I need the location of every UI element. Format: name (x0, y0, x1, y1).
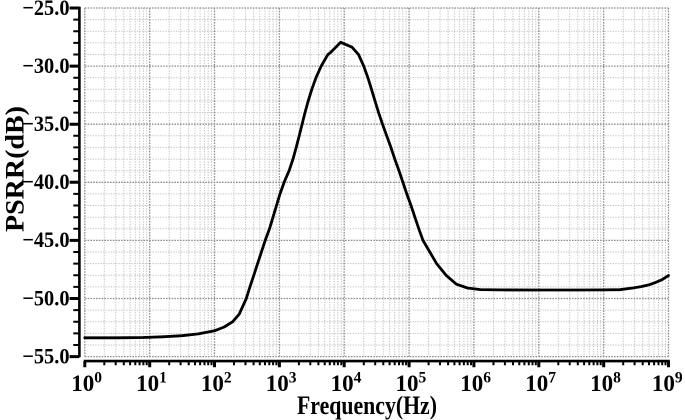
svg-text:106: 106 (460, 370, 491, 396)
svg-text:103: 103 (266, 370, 297, 396)
svg-text:−50.0: −50.0 (22, 285, 69, 310)
svg-text:−35.0: −35.0 (22, 111, 69, 136)
svg-text:Frequency(Hz): Frequency(Hz) (297, 391, 437, 420)
svg-text:101: 101 (136, 370, 167, 396)
svg-text:109: 109 (652, 370, 683, 396)
svg-text:102: 102 (201, 370, 232, 396)
svg-text:−40.0: −40.0 (22, 169, 69, 194)
svg-text:−30.0: −30.0 (22, 53, 69, 78)
svg-text:105: 105 (396, 370, 427, 396)
svg-text:104: 104 (331, 370, 362, 396)
svg-text:−55.0: −55.0 (22, 343, 69, 368)
svg-text:108: 108 (590, 370, 621, 396)
svg-text:100: 100 (71, 370, 102, 396)
svg-text:107: 107 (525, 370, 556, 396)
svg-text:PSRR(dB): PSRR(dB) (0, 106, 29, 232)
svg-text:−45.0: −45.0 (22, 227, 69, 252)
svg-text:−25.0: −25.0 (22, 0, 69, 20)
